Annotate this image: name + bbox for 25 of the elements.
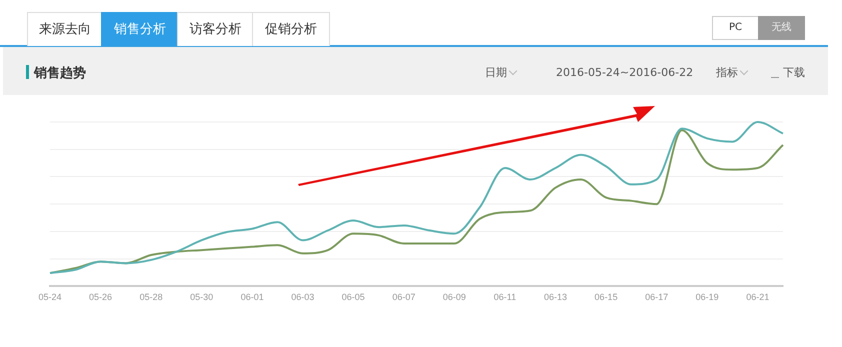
text: 指标	[716, 66, 738, 80]
text: 来源去向	[27, 12, 103, 46]
chart-title: 销售趋势	[34, 65, 86, 82]
x-tick-label: 05-28	[140, 292, 163, 302]
x-tick-label: 05-30	[190, 292, 214, 302]
text: 日期	[485, 66, 507, 80]
x-tick-label: 06-11	[494, 292, 516, 302]
x-tick-label: 06-01	[240, 292, 264, 302]
x-tick-label: 06-13	[544, 292, 568, 302]
x-tick-label: 06-19	[696, 292, 719, 302]
x-tick-label: 06-17	[645, 292, 668, 302]
x-tick-label: 06-15	[594, 292, 618, 302]
x-tick-label: 06-03	[291, 292, 314, 302]
x-tick-label: 06-21	[746, 292, 770, 302]
text: 促销分析	[252, 12, 330, 46]
text: 下载	[783, 66, 805, 80]
text: 2016-05-24~2016-06-22	[556, 66, 694, 80]
text: PC	[712, 16, 759, 40]
x-tick-label: 06-09	[442, 292, 466, 302]
text: 访客分析	[177, 12, 254, 46]
x-tick-label: 06-05	[342, 292, 365, 302]
x-tick-label: 05-26	[89, 292, 112, 302]
x-tick-label: 05-24	[38, 292, 62, 302]
x-tick-label: 06-07	[392, 292, 416, 302]
text: 无线	[758, 16, 805, 40]
